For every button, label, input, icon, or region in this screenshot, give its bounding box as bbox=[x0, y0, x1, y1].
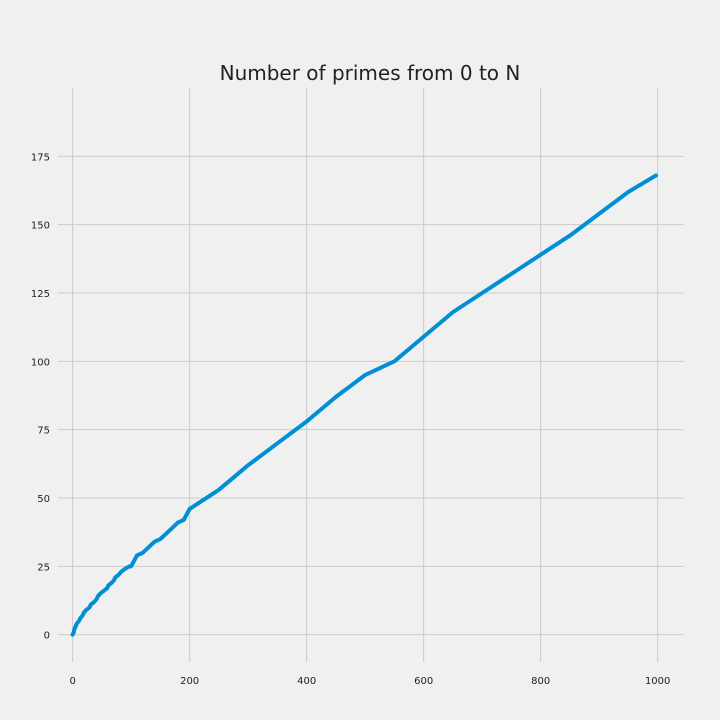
y-tick-label-5: 125 bbox=[31, 289, 50, 300]
chart-title: Number of primes from 0 to N bbox=[220, 61, 521, 85]
y-tick-label-7: 175 bbox=[31, 152, 50, 163]
grid-layer bbox=[58, 88, 684, 662]
x-tick-label-0: 0 bbox=[69, 676, 75, 687]
tick-layer: 0 200 400 600 800 1000 0 25 50 75 100 125 150 175 bbox=[31, 152, 670, 687]
x-tick-label-2: 400 bbox=[297, 676, 316, 687]
x-tick-label-4: 800 bbox=[531, 676, 550, 687]
series-layer bbox=[70, 173, 658, 637]
y-tick-label-1: 25 bbox=[37, 562, 50, 573]
y-tick-label-4: 100 bbox=[31, 357, 50, 368]
x-tick-label-3: 600 bbox=[414, 676, 433, 687]
series-line-0 bbox=[70, 173, 658, 637]
y-tick-label-0: 0 bbox=[44, 631, 50, 642]
x-tick-label-1: 200 bbox=[180, 676, 199, 687]
y-tick-label-3: 75 bbox=[37, 426, 50, 437]
y-tick-label-6: 150 bbox=[31, 221, 50, 232]
y-tick-label-2: 50 bbox=[37, 494, 50, 505]
x-tick-label-5: 1000 bbox=[645, 676, 670, 687]
